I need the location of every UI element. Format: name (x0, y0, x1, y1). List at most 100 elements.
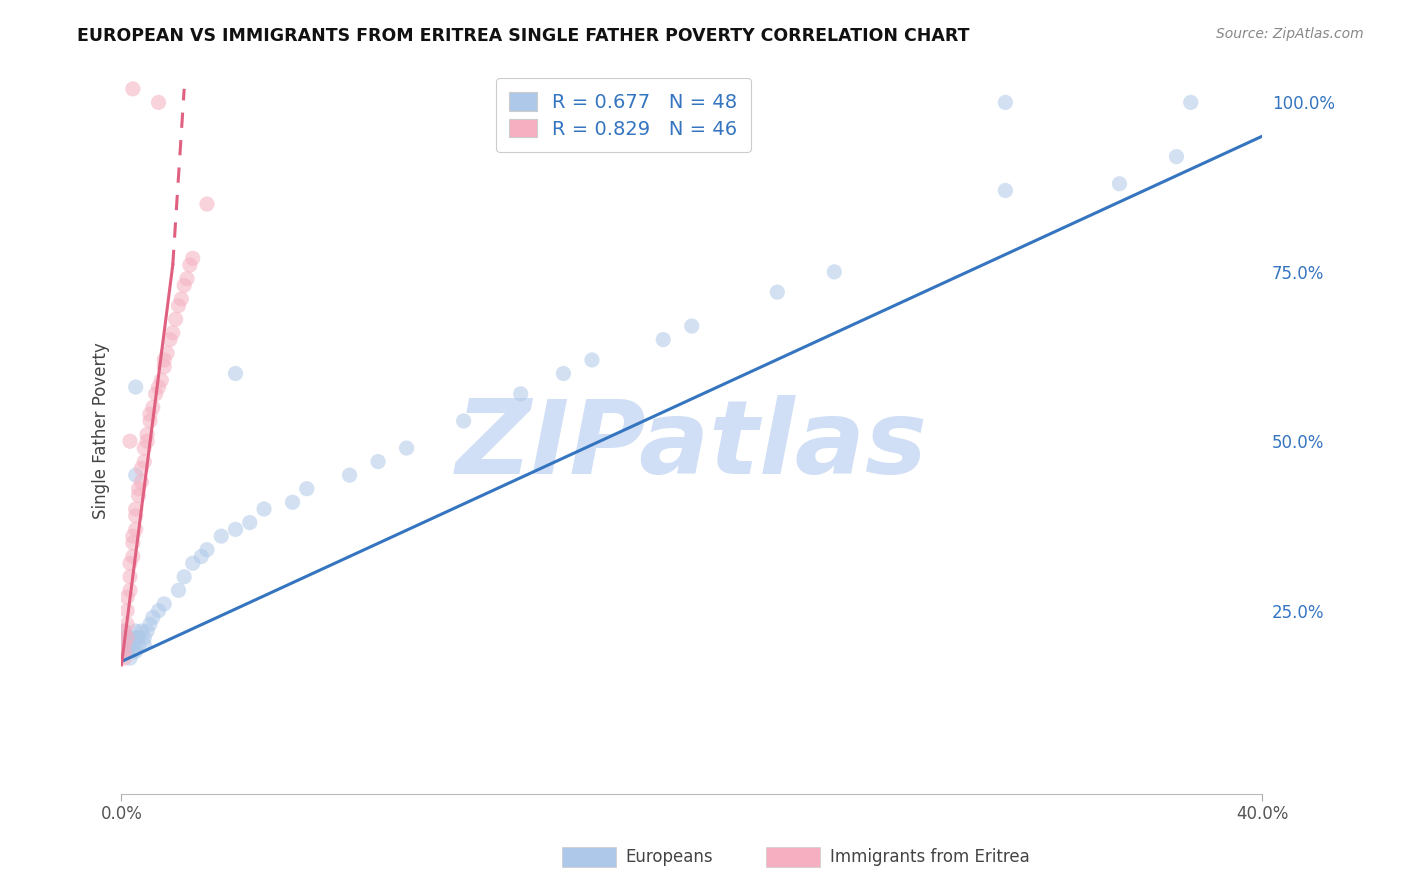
Point (139, 617, 162, 632)
Point (1180, 95, 1202, 110)
Point (128, 638, 150, 652)
Point (142, 401, 165, 415)
Point (125, 624, 148, 638)
Point (148, 604, 170, 618)
Point (112, 638, 135, 652)
Point (156, 346, 179, 360)
Point (139, 414, 162, 428)
Point (1166, 150, 1188, 164)
Text: ZIPatlas: ZIPatlas (456, 395, 928, 496)
Point (121, 638, 143, 652)
Point (112, 644, 135, 658)
Point (553, 95, 575, 110)
Point (121, 644, 143, 658)
Point (209, 529, 232, 543)
Point (131, 624, 153, 638)
Point (115, 638, 138, 652)
Point (165, 312, 187, 326)
Point (125, 631, 148, 645)
Point (125, 644, 148, 658)
Point (125, 522, 148, 536)
Point (224, 522, 246, 536)
Point (115, 590, 138, 604)
Point (190, 549, 212, 564)
Point (115, 644, 138, 658)
Y-axis label: Single Father Poverty: Single Father Poverty (93, 343, 110, 519)
Point (195, 542, 218, 557)
Point (136, 434, 159, 449)
Point (153, 359, 176, 374)
Point (142, 610, 165, 624)
Point (121, 82, 143, 96)
Point (367, 454, 389, 468)
Point (173, 570, 195, 584)
Point (118, 638, 141, 652)
Point (176, 271, 198, 285)
Text: EUROPEAN VS IMMIGRANTS FROM ERITREA SINGLE FATHER POVERTY CORRELATION CHART: EUROPEAN VS IMMIGRANTS FROM ERITREA SING… (77, 27, 970, 45)
Point (179, 258, 201, 272)
Point (112, 631, 135, 645)
Point (153, 353, 176, 368)
Point (195, 197, 218, 211)
Legend: R = 0.677   N = 48, R = 0.829   N = 46: R = 0.677 N = 48, R = 0.829 N = 46 (496, 78, 751, 153)
Point (121, 529, 143, 543)
Point (994, 184, 1017, 198)
Point (1108, 177, 1130, 191)
Point (181, 556, 204, 570)
Point (125, 508, 148, 523)
Point (136, 427, 159, 442)
Point (145, 387, 167, 401)
Point (253, 502, 276, 516)
Point (153, 597, 176, 611)
Point (339, 468, 361, 483)
Point (553, 367, 575, 381)
Point (125, 502, 148, 516)
Text: Source: ZipAtlas.com: Source: ZipAtlas.com (1216, 27, 1364, 41)
Point (112, 624, 135, 638)
Point (134, 638, 156, 652)
Point (148, 380, 170, 394)
Point (150, 373, 173, 387)
Point (395, 441, 418, 455)
Point (118, 570, 141, 584)
Point (115, 604, 138, 618)
Point (159, 333, 181, 347)
Point (134, 631, 156, 645)
Point (295, 482, 318, 496)
Point (181, 252, 204, 266)
Point (509, 387, 531, 401)
Point (128, 482, 150, 496)
Point (128, 488, 150, 502)
Point (118, 434, 141, 449)
Point (224, 367, 246, 381)
Point (115, 631, 138, 645)
Point (170, 292, 193, 306)
Point (239, 516, 262, 530)
Text: Europeans: Europeans (626, 848, 713, 866)
Point (281, 495, 304, 509)
Point (125, 380, 148, 394)
Point (121, 549, 143, 564)
Point (652, 333, 675, 347)
Point (115, 617, 138, 632)
Point (766, 285, 789, 300)
Point (453, 414, 475, 428)
Point (112, 651, 135, 665)
Point (121, 536, 143, 550)
Point (115, 631, 138, 645)
Point (139, 407, 162, 421)
Point (136, 624, 159, 638)
Point (118, 556, 141, 570)
Point (173, 278, 195, 293)
Point (148, 95, 170, 110)
Text: Immigrants from Eritrea: Immigrants from Eritrea (830, 848, 1029, 866)
Point (128, 631, 150, 645)
Point (162, 326, 184, 340)
Point (167, 299, 190, 313)
Point (131, 461, 153, 475)
Point (994, 95, 1017, 110)
Point (581, 353, 603, 368)
Point (118, 651, 141, 665)
Point (167, 583, 190, 598)
Point (131, 475, 153, 489)
